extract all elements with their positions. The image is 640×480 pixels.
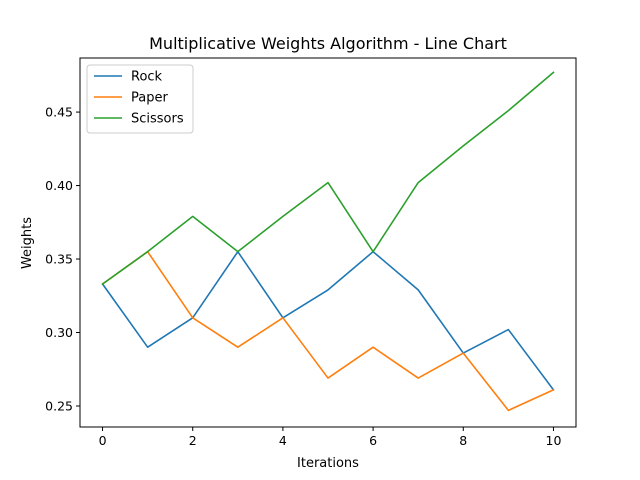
x-tick-label: 0: [99, 433, 107, 448]
x-tick-label: 2: [189, 433, 197, 448]
legend: Rock Paper Scissors: [86, 64, 194, 134]
chart-title: Multiplicative Weights Algorithm - Line …: [149, 34, 507, 53]
series-lines: [101, 71, 555, 412]
y-tick-label: 0.35: [45, 252, 73, 267]
y-tick-label: 0.30: [45, 325, 73, 340]
legend-label-paper: Paper: [131, 91, 168, 106]
series-line-rock: [101, 250, 555, 391]
y-tick-label: 0.40: [45, 178, 73, 193]
series-line-scissors: [101, 71, 555, 286]
y-tick-label: 0.45: [45, 105, 73, 120]
x-tick-label: 6: [369, 433, 377, 448]
x-axis-ticks: 0 2 4 6 8 10: [99, 427, 562, 448]
plot-frame: [79, 57, 577, 428]
legend-box: [86, 64, 194, 134]
x-tick-label: 10: [546, 433, 562, 448]
x-axis-label: Iterations: [297, 456, 359, 471]
x-tick-label: 4: [279, 433, 287, 448]
series-line-paper: [101, 250, 555, 412]
y-axis-label: Weights: [20, 217, 35, 269]
legend-label-rock: Rock: [131, 70, 163, 85]
legend-label-scissors: Scissors: [131, 112, 184, 127]
y-tick-label: 0.25: [45, 398, 73, 413]
y-axis-ticks: 0.25 0.30 0.35 0.40 0.45: [45, 105, 80, 413]
x-tick-label: 8: [459, 433, 467, 448]
